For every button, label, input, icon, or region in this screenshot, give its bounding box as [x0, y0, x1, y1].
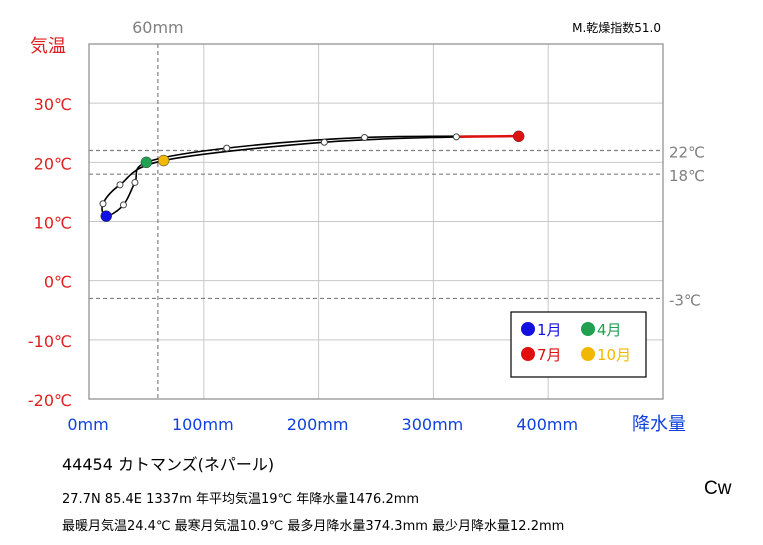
temp-reference-label: 22℃: [669, 144, 705, 162]
y-tick-label: -20℃: [28, 391, 72, 410]
climograph-segment: [226, 136, 365, 149]
y-tick-label: 30℃: [34, 95, 72, 114]
station-stats-line-1: 27.7N 85.4E 1337m 年平均気温19℃ 年降水量1476.2mm: [62, 492, 420, 507]
legend-label: 1月: [537, 321, 562, 339]
y-tick-label: 10℃: [34, 214, 72, 233]
legend-marker: [521, 347, 535, 361]
month-marker-10: [157, 154, 170, 167]
month-marker-7: [512, 130, 525, 143]
x-tick-label: 200mm: [287, 415, 349, 434]
legend-label: 10月: [597, 346, 631, 364]
y-tick-label: 20℃: [34, 154, 72, 173]
month-point: [361, 133, 369, 141]
month-point: [119, 201, 127, 209]
month-point: [116, 181, 124, 189]
climograph-segment: [456, 134, 523, 139]
month-point: [99, 200, 107, 208]
climograph-segment: [324, 136, 457, 144]
x-tick-label: 400mm: [516, 415, 578, 434]
y-tick-label: 0℃: [44, 273, 72, 292]
month-marker-1: [100, 210, 112, 222]
climograph-segment: [163, 141, 325, 162]
legend-label: 4月: [597, 321, 622, 339]
plot-frame: [88, 43, 664, 400]
legend-marker: [521, 322, 535, 336]
month-point: [452, 133, 460, 141]
station-stats-line-2: 最暖月気温24.4℃ 最寒月気温10.9℃ 最多月降水量374.3mm 最少月降…: [62, 519, 565, 534]
x-tick-label: 300mm: [402, 415, 464, 434]
station-name: 44454 カトマンズ(ネパール): [62, 455, 275, 474]
month-point: [320, 138, 328, 146]
y-axis-label: 気温: [30, 36, 66, 57]
y-tick-label: -10℃: [28, 332, 72, 351]
aridity-index-annotation: M.乾燥指数51.0: [572, 20, 661, 35]
x-tick-label: 0mm: [67, 415, 108, 434]
climograph-chart: 22℃ 18℃ -3℃ 60mm -20℃ -10℃ 0℃ 10℃ 20℃ 30℃ 気温 0mm 100…: [28, 18, 705, 435]
precip-reference-label: 60mm: [132, 18, 184, 37]
legend-label: 7月: [537, 346, 562, 364]
month-point: [223, 144, 231, 152]
legend-marker: [581, 322, 595, 336]
month-marker-4: [140, 156, 153, 169]
x-axis-label: 降水量: [632, 414, 686, 435]
climate-classification: Cw: [704, 478, 732, 499]
legend-marker: [581, 347, 595, 361]
temp-reference-label: -3℃: [669, 291, 701, 309]
legend-box: [510, 311, 647, 378]
x-tick-label: 100mm: [172, 415, 234, 434]
month-point: [131, 178, 139, 186]
temp-reference-label: 18℃: [669, 167, 705, 185]
